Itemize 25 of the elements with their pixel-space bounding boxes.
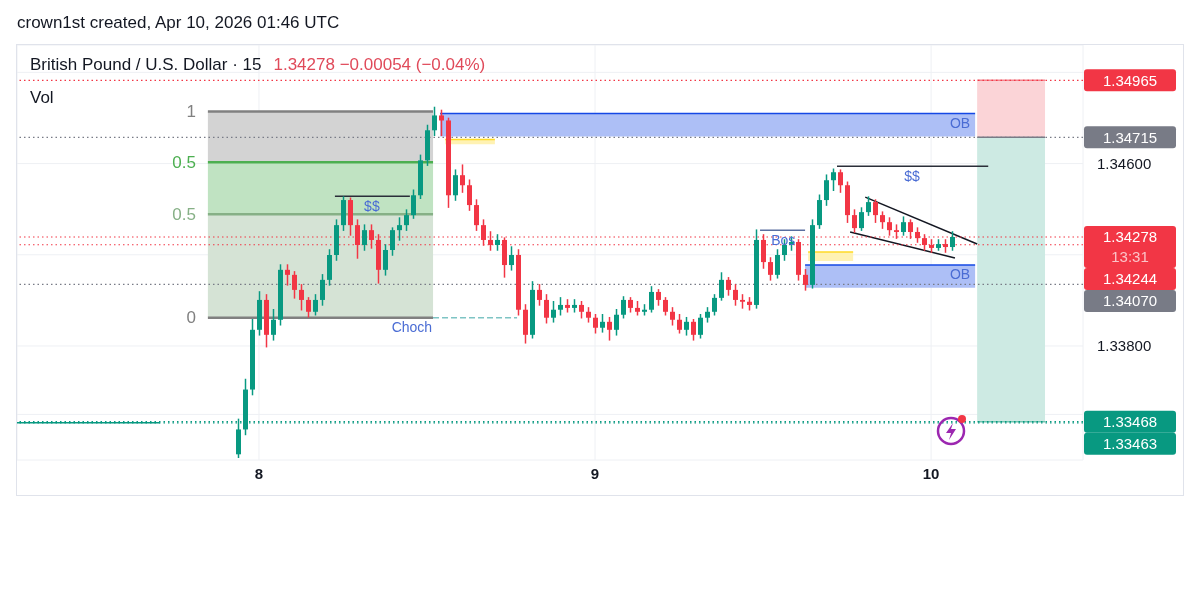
annotation: 1.34278 −0.00054 (−0.04%) bbox=[273, 55, 486, 74]
annotation: Choch bbox=[391, 319, 433, 336]
text: British Pound / U.S. Dollar · 15 bbox=[30, 55, 262, 74]
y-tick-label: 1.34600 bbox=[1097, 154, 1152, 172]
annotation: $$ bbox=[364, 197, 380, 214]
annotation: OB bbox=[949, 266, 971, 283]
x-tick-label: 8 bbox=[254, 464, 264, 482]
series-label: 0.5 bbox=[172, 152, 196, 172]
x-tick-label: 10 bbox=[922, 464, 940, 482]
annotation: Vol bbox=[30, 88, 54, 108]
chart-subtitle: crown1st created, Apr 10, 2026 01:46 UTC bbox=[17, 13, 340, 33]
series-label: 0.5 bbox=[172, 204, 196, 224]
ref-line-label: 1.34278 13:31 bbox=[1102, 228, 1158, 266]
ref-line-label: 1.34715 bbox=[1102, 128, 1158, 146]
ref-line-label: 1.33468 bbox=[1102, 413, 1158, 431]
ref-line-label: 1.34965 bbox=[1102, 71, 1158, 89]
y-tick-label: 1.33800 bbox=[1097, 337, 1152, 355]
annotation: OB bbox=[949, 114, 971, 131]
x-tick-label: 9 bbox=[590, 464, 600, 482]
ref-line-label: 1.34070 bbox=[1102, 292, 1158, 310]
annotation: $$ bbox=[904, 167, 920, 184]
ref-line-label: 1.34244 bbox=[1102, 270, 1158, 288]
series-label: 1 bbox=[186, 102, 196, 122]
ref-line-label: 1.33463 bbox=[1102, 435, 1158, 453]
series-label: 0 bbox=[186, 308, 196, 328]
